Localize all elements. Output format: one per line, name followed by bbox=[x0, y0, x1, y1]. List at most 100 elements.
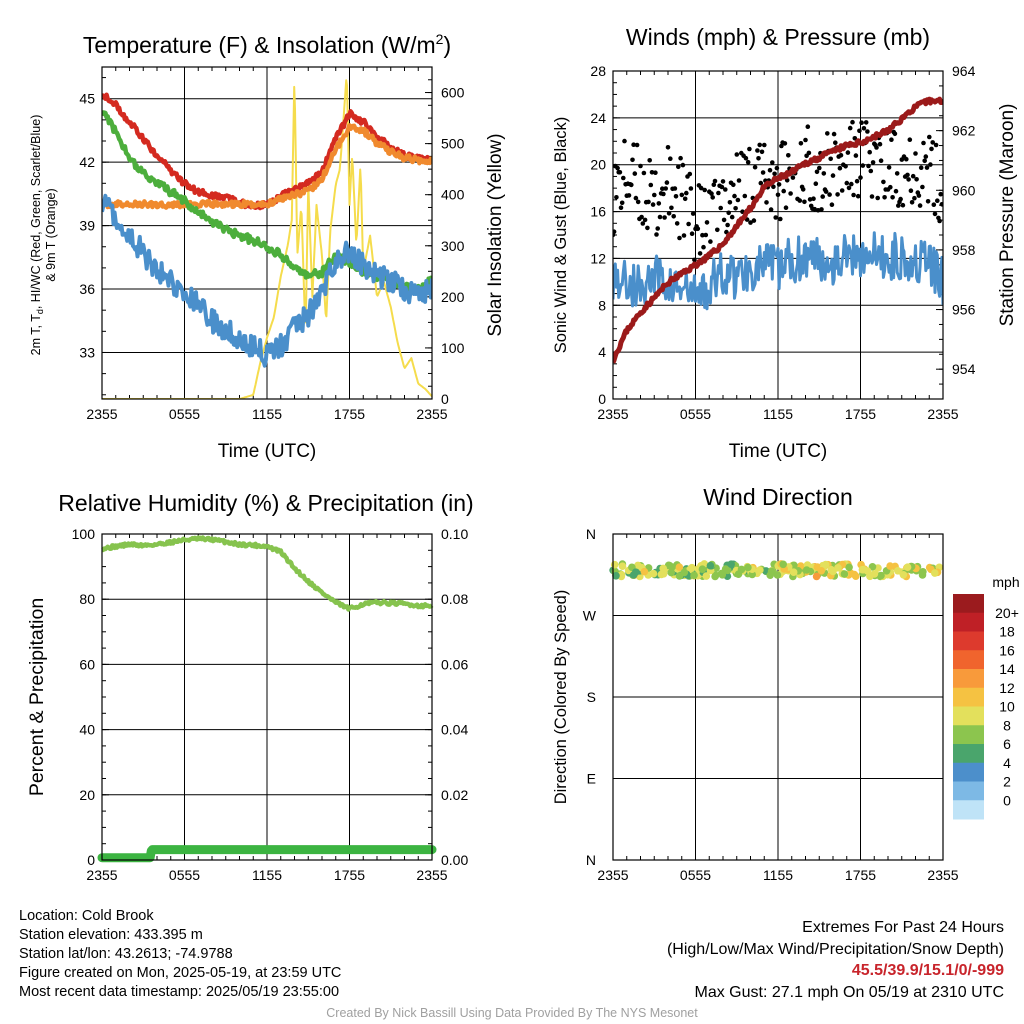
colorbar-swatch bbox=[953, 687, 984, 707]
gust-point bbox=[759, 149, 765, 155]
direction-point bbox=[899, 571, 908, 579]
x-tick-label: 0555 bbox=[680, 867, 711, 883]
gust-point bbox=[898, 196, 903, 202]
chart-title: Wind Direction bbox=[703, 484, 853, 510]
colorbar-tick-label: 0 bbox=[1003, 792, 1011, 808]
gust-point bbox=[837, 165, 843, 171]
y-tick-label: 0 bbox=[87, 852, 95, 868]
colorbar-tick-label: 10 bbox=[999, 699, 1015, 715]
direction-point bbox=[817, 567, 826, 575]
y-tick-label: 962 bbox=[952, 123, 976, 139]
gust-point bbox=[881, 179, 886, 185]
y-tick-label: 24 bbox=[590, 110, 606, 126]
x-tick-label: 2355 bbox=[927, 406, 958, 422]
gust-point bbox=[844, 180, 850, 186]
gust-point bbox=[803, 137, 808, 143]
gust-point bbox=[641, 170, 647, 176]
gust-point bbox=[725, 222, 730, 228]
gust-point bbox=[736, 178, 742, 183]
gust-point bbox=[709, 191, 714, 196]
gust-point bbox=[875, 195, 880, 201]
gust-point bbox=[825, 131, 830, 136]
gust-point bbox=[727, 200, 733, 205]
y-tick-label: 400 bbox=[441, 187, 465, 203]
gust-point bbox=[922, 158, 927, 164]
gust-point bbox=[813, 181, 819, 186]
gust-point bbox=[865, 129, 870, 134]
y-tick-label: 0.00 bbox=[441, 852, 468, 868]
direction-point bbox=[657, 570, 666, 579]
direction-point bbox=[827, 565, 835, 574]
gust-point bbox=[851, 192, 856, 198]
gust-point bbox=[665, 145, 671, 150]
y-tick-label: 958 bbox=[952, 242, 976, 258]
y-tick-label: 956 bbox=[952, 302, 976, 318]
gust-point bbox=[843, 164, 848, 169]
y-tick-label: 39 bbox=[79, 218, 95, 234]
gust-point bbox=[938, 191, 943, 197]
plot-frame bbox=[101, 66, 433, 400]
gust-point bbox=[764, 200, 769, 205]
series-line-sonic-wind bbox=[613, 231, 943, 311]
gust-point bbox=[729, 214, 735, 220]
gust-point bbox=[664, 180, 670, 185]
y-tick-label: 20 bbox=[79, 787, 95, 803]
direction-point bbox=[903, 563, 912, 571]
gust-point bbox=[755, 148, 760, 153]
x-axis-label: Time (UTC) bbox=[729, 441, 828, 462]
gust-point bbox=[788, 191, 793, 196]
gust-point bbox=[776, 182, 782, 187]
direction-point bbox=[773, 571, 782, 579]
gust-point bbox=[855, 193, 861, 199]
direction-point bbox=[690, 571, 698, 580]
gust-point bbox=[660, 186, 665, 191]
gust-point bbox=[866, 163, 871, 169]
y-tick-label: 45 bbox=[79, 91, 95, 107]
gust-point bbox=[661, 191, 666, 197]
gust-point bbox=[645, 225, 650, 231]
x-tick-label: 1755 bbox=[845, 406, 876, 422]
gust-point bbox=[790, 175, 796, 180]
x-tick-label: 0555 bbox=[680, 406, 711, 422]
direction-point bbox=[718, 571, 727, 579]
gust-point bbox=[778, 216, 783, 222]
y-axis-label-line2: & 9m T (Orange) bbox=[44, 188, 58, 281]
direction-point bbox=[877, 571, 885, 580]
y-tick-label: 960 bbox=[952, 182, 976, 198]
gust-point bbox=[937, 218, 942, 224]
y-tick-label: 300 bbox=[441, 238, 465, 254]
y-tick-label: 42 bbox=[79, 154, 95, 170]
extremes-title: Extremes For Past 24 Hours bbox=[802, 919, 1004, 936]
gust-point bbox=[833, 140, 838, 145]
gust-point bbox=[721, 217, 727, 223]
colorbar-swatch bbox=[953, 631, 984, 651]
gust-point bbox=[733, 206, 738, 211]
colorbar-tick-label: 2 bbox=[1003, 774, 1011, 790]
gust-point bbox=[814, 169, 820, 175]
x-tick-label: 1755 bbox=[334, 867, 365, 883]
gust-point bbox=[857, 128, 862, 134]
colorbar-swatch bbox=[953, 594, 984, 614]
gust-point bbox=[928, 162, 933, 167]
direction-point bbox=[931, 569, 939, 577]
gust-point bbox=[710, 195, 715, 200]
gust-point bbox=[633, 195, 639, 201]
gust-point bbox=[830, 173, 836, 178]
y-tick-label: 16 bbox=[590, 204, 606, 220]
gust-point bbox=[912, 195, 917, 201]
y-axis-label: Percent & Precipitation bbox=[26, 598, 48, 796]
footer-credit: Created By Nick Bassill Using Data Provi… bbox=[326, 1006, 698, 1020]
gust-point bbox=[671, 214, 676, 219]
gust-point bbox=[817, 165, 822, 171]
x-tick-label: 2355 bbox=[86, 867, 117, 883]
station-location: Location: Cold Brook bbox=[19, 908, 154, 924]
gust-point bbox=[731, 182, 736, 188]
colorbar-swatch bbox=[953, 762, 984, 782]
colorbar-tick-label: 6 bbox=[1003, 736, 1011, 752]
direction-point bbox=[675, 563, 684, 571]
y-tick-label: N bbox=[586, 526, 596, 542]
gust-point bbox=[689, 231, 695, 236]
y-tick-label: 40 bbox=[79, 722, 95, 738]
y-axis-label: Direction (Colored By Speed) bbox=[552, 590, 570, 805]
gust-point bbox=[894, 171, 900, 176]
